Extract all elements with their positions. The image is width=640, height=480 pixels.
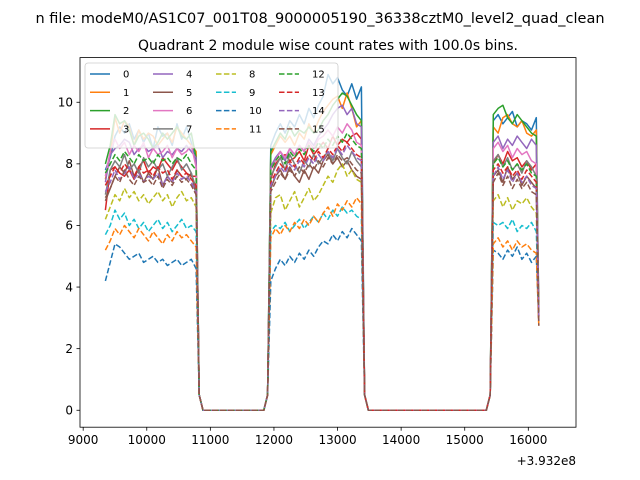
legend-label-7: 7 bbox=[186, 125, 192, 136]
y-tick-label: 4 bbox=[65, 280, 73, 294]
series-lines bbox=[104, 73, 540, 412]
series-line-9 bbox=[104, 206, 540, 412]
x-tick-label: 16000 bbox=[509, 433, 547, 447]
x-tick-label: 9000 bbox=[68, 433, 99, 447]
legend-box bbox=[84, 62, 339, 149]
legend-label-2: 2 bbox=[123, 106, 129, 117]
series-line-8 bbox=[104, 163, 540, 412]
series-line-5 bbox=[104, 153, 540, 412]
series-line-10 bbox=[104, 227, 540, 412]
legend-label-1: 1 bbox=[123, 88, 129, 99]
x-offset-label: +3.932e8 bbox=[517, 454, 576, 468]
series-line-7 bbox=[104, 147, 540, 412]
y-tick-label: 8 bbox=[65, 157, 73, 171]
legend-label-9: 9 bbox=[249, 88, 255, 99]
legend-label-4: 4 bbox=[186, 70, 192, 81]
series-line-13 bbox=[104, 141, 540, 412]
x-tick-label: 11000 bbox=[191, 433, 229, 447]
series-line-11 bbox=[104, 196, 540, 412]
x-tick-label: 13000 bbox=[318, 433, 356, 447]
y-tick-label: 2 bbox=[65, 342, 73, 356]
x-tick-label: 14000 bbox=[382, 433, 420, 447]
legend-label-11: 11 bbox=[249, 125, 262, 136]
x-tick-label: 15000 bbox=[446, 433, 484, 447]
legend-label-13: 13 bbox=[312, 88, 325, 99]
legend-label-10: 10 bbox=[249, 106, 262, 117]
legend-label-8: 8 bbox=[249, 70, 255, 81]
legend-label-5: 5 bbox=[186, 88, 192, 99]
y-axis-ticks: 0 2 4 6 8 10 bbox=[58, 95, 80, 417]
legend-label-12: 12 bbox=[312, 70, 325, 81]
y-tick-label: 6 bbox=[65, 219, 73, 233]
series-line-6 bbox=[104, 123, 540, 412]
legend-label-3: 3 bbox=[123, 125, 129, 136]
series-line-12 bbox=[104, 132, 540, 412]
legend-label-14: 14 bbox=[312, 106, 325, 117]
legend-label-6: 6 bbox=[186, 106, 192, 117]
x-tick-label: 12000 bbox=[255, 433, 293, 447]
plot-frame bbox=[79, 57, 577, 428]
legend-label-0: 0 bbox=[123, 70, 129, 81]
legend-label-15: 15 bbox=[312, 125, 325, 136]
series-line-14 bbox=[104, 144, 540, 412]
x-axis-ticks: 9000 10000 11000 12000 13000 14000 15000 16000 bbox=[68, 427, 547, 447]
series-line-15 bbox=[104, 153, 540, 412]
y-tick-label: 0 bbox=[65, 403, 73, 417]
suptitle: n file: modeM0/AS1C07_001T08_9000005190_… bbox=[35, 11, 604, 27]
series-line-4 bbox=[104, 104, 540, 412]
chart-title: Quadrant 2 module wise count rates with … bbox=[138, 38, 518, 54]
y-tick-label: 10 bbox=[58, 95, 73, 109]
x-tick-label: 10000 bbox=[128, 433, 166, 447]
